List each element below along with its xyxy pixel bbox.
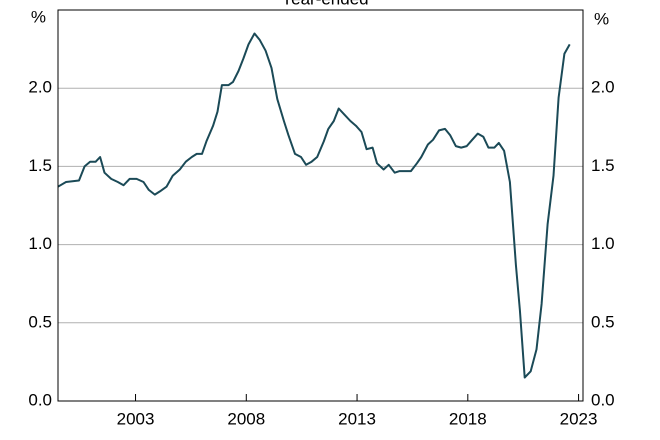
- y-tick-label-right: 0.5: [591, 312, 615, 331]
- plot-frame: [57, 9, 584, 402]
- y-unit-left: %: [31, 7, 46, 26]
- y-tick-label-right: 1.0: [591, 234, 615, 253]
- x-tick-label: 2018: [449, 409, 487, 428]
- chart-title: Year-ended: [281, 0, 368, 8]
- data-line: [57, 32, 571, 379]
- x-tick-label: 2013: [338, 409, 376, 428]
- x-tick-label: 2008: [227, 409, 265, 428]
- y-unit-right: %: [594, 9, 609, 28]
- y-tick-label-left: 0.5: [28, 312, 52, 331]
- y-tick-label-left: 2.0: [28, 78, 52, 97]
- x-tick-label: 2023: [560, 409, 598, 428]
- y-tick-label-left: 1.0: [28, 234, 52, 253]
- y-tick-label-right: 2.0: [591, 78, 615, 97]
- y-tick-label-right: 0.0: [591, 390, 615, 409]
- y-tick-label-left: 0.0: [28, 390, 52, 409]
- x-tick-label: 2003: [117, 409, 155, 428]
- y-tick-label-right: 1.5: [591, 156, 615, 175]
- y-tick-label-left: 1.5: [28, 156, 52, 175]
